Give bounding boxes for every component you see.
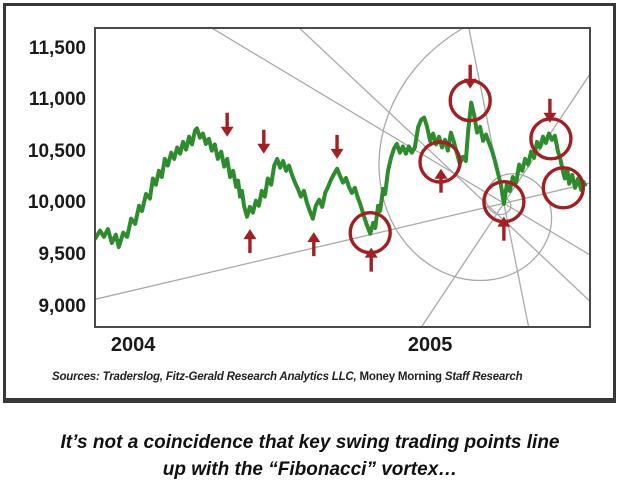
swing-arrow-up-head (497, 216, 511, 227)
swing-arrow-down-head (543, 112, 557, 123)
swing-arrow-down-head (463, 78, 477, 89)
price-line (95, 100, 587, 250)
source-note: Sources: Traderslog, Fitz-Gerald Researc… (52, 371, 523, 383)
plot-border (94, 27, 591, 328)
vortex-ray (298, 28, 590, 303)
fibonacci-spiral (378, 28, 553, 282)
source-note-suffix: Staff Research (441, 371, 523, 383)
swing-arrow-down-head (257, 143, 271, 154)
swing-circle (541, 166, 585, 210)
vortex-ray (95, 182, 590, 301)
swing-arrow-up-head (434, 168, 448, 179)
vortex-ray (210, 28, 590, 256)
chart-frame (3, 3, 616, 403)
swing-arrow-up-head (307, 232, 321, 243)
caption-line-2: up with the “Fibonacci” vortex… (162, 459, 458, 480)
caption-line-1: It’s not a coincidence that key swing tr… (60, 432, 560, 453)
plot-area (95, 28, 590, 327)
swing-arrow-up-head (364, 247, 378, 258)
swing-arrow-down-head (330, 148, 344, 159)
swing-arrow-up-head (243, 229, 257, 240)
swing-arrow-down-head (220, 126, 234, 137)
source-note-text: Sources: Traderslog, Fitz-Gerald Researc… (52, 371, 360, 383)
source-note-brand: Money Morning (359, 371, 443, 383)
fibonacci-vortex-chart (94, 27, 591, 328)
vortex-ray (420, 72, 590, 327)
caption: It’s not a coincidence that key swing tr… (0, 429, 620, 483)
